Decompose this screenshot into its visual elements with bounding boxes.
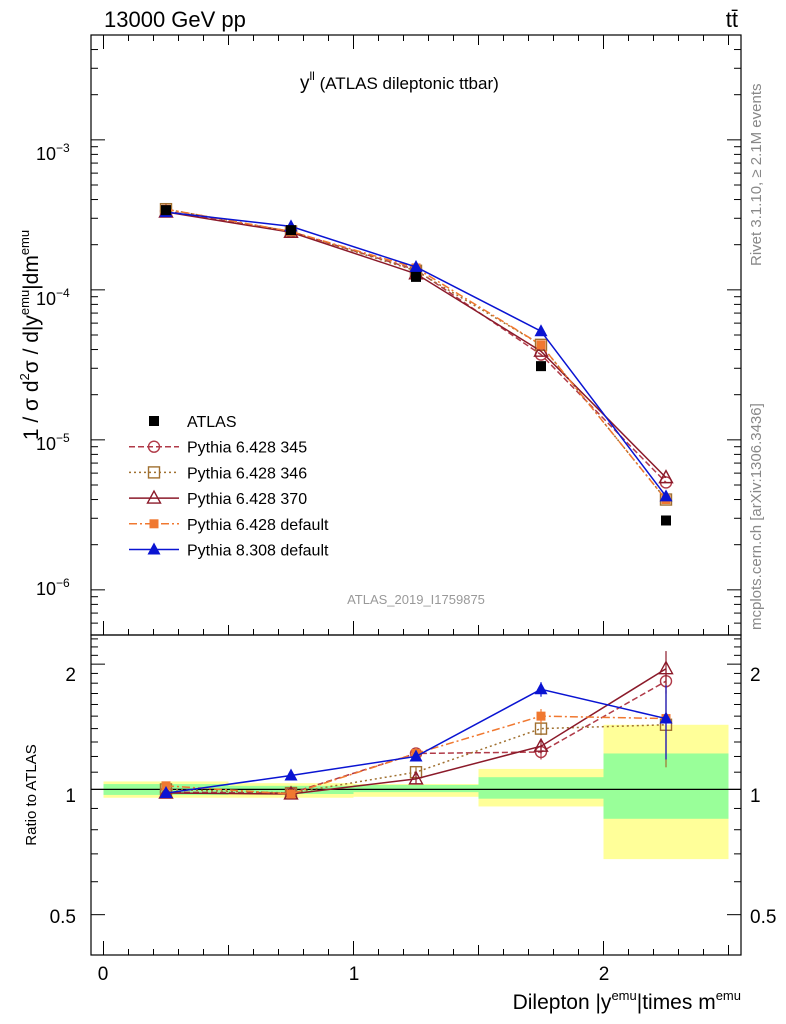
main-series-point: [659, 489, 673, 502]
header-left-label: 13000 GeV pp: [104, 7, 246, 32]
legend-label: Pythia 6.428 345: [187, 440, 307, 457]
legend-marker: [149, 416, 159, 426]
analysis-id-label: ATLAS_2019_I1759875: [347, 592, 485, 607]
legend-marker: [146, 489, 162, 504]
main-ytick-label: 10−3: [36, 141, 70, 164]
legend-entry: Pythia 6.428 345: [129, 440, 307, 457]
ratio-series-point: [159, 786, 173, 799]
main-ytick-label: 10−5: [36, 431, 70, 454]
main-series-point: [534, 324, 548, 337]
xaxis-label: Dilepton |yemu|times memu: [513, 988, 741, 1014]
legend-label: Pythia 6.428 default: [187, 517, 329, 534]
main-ytick-label: 10−4: [36, 286, 70, 309]
ratio-band-inner: [353, 784, 479, 793]
ratio-series-point: [659, 711, 673, 724]
legend-label: ATLAS: [187, 414, 237, 431]
atlas-data-point: [286, 225, 296, 236]
main-series-point: [658, 469, 674, 484]
ratio-series-point: [534, 682, 548, 695]
legend-marker: [147, 440, 161, 453]
main-ylabel: 1 / σ d2σ / d|yemu|dmemu: [17, 230, 43, 440]
ratio-series: [158, 651, 674, 800]
xtick-label: 2: [599, 964, 610, 985]
ratio-series-point: [409, 749, 423, 762]
ratio-series-point: [408, 770, 424, 785]
ratio-panel-frame: [90, 634, 742, 956]
header-right-label: tt̄: [726, 7, 738, 32]
legend-label: Pythia 6.428 346: [187, 465, 307, 482]
ratio-series-point: [658, 660, 674, 675]
atlas-data-points: [161, 205, 671, 526]
ratio-series-point: [284, 768, 298, 781]
legend-entry: Pythia 8.308 default: [129, 542, 329, 560]
legend-entry: ATLAS: [149, 414, 237, 431]
ratio-ytick-label-right: 2: [750, 665, 761, 686]
legend-entry: Pythia 6.428 346: [129, 465, 307, 482]
main-ytick-labels: 10−3 10−4 10−5 10−6: [36, 141, 70, 599]
legend-entry: Pythia 6.428 default: [129, 517, 329, 534]
legend: ATLAS Pythia 6.428 345 Pythia 6.428 346 Pyt…: [129, 414, 329, 560]
legend-marker: [147, 542, 161, 555]
main-series-point: [409, 260, 423, 273]
ratio-series-group: [159, 682, 673, 799]
main-series: [158, 202, 674, 526]
ratio-ytick-label: 1: [65, 786, 76, 807]
ratio-series-point: [161, 781, 171, 791]
ratio-ytick-label-right: 0.5: [750, 907, 776, 928]
atlas-data-point: [411, 271, 421, 282]
axis-ticks: [91, 34, 741, 956]
ratio-ytick-label: 0.5: [50, 907, 76, 928]
legend-label: Pythia 6.428 370: [187, 491, 307, 508]
main-panel-title: yll (ATLAS dileptonic ttbar): [300, 69, 499, 94]
main-series-point: [533, 342, 549, 357]
ratio-series-point: [533, 737, 549, 752]
main-ytick-label: 10−6: [36, 576, 70, 599]
legend-entry: Pythia 6.428 370: [129, 489, 307, 508]
mcplots-label: mcplots.cern.ch [arXiv:1306.3436]: [748, 403, 765, 630]
atlas-data-point: [536, 361, 546, 372]
ratio-series-point: [536, 711, 546, 721]
ratio-ytick-label-right: 1: [750, 786, 761, 807]
ratio-series-group: [158, 651, 674, 800]
legend-label: Pythia 8.308 default: [187, 543, 329, 560]
atlas-data-point: [161, 205, 171, 216]
ratio-ylabel: Ratio to ATLAS: [23, 744, 40, 845]
main-series-point: [536, 340, 546, 350]
atlas-data-point: [661, 515, 671, 526]
legend-marker: [149, 519, 159, 529]
ratio-band-inner: [478, 777, 604, 799]
xtick-label: 1: [349, 964, 360, 985]
xtick-label: 0: [98, 964, 109, 985]
ratio-ytick-label: 2: [65, 665, 76, 686]
rivet-version-label: Rivet 3.1.10, ≥ 2.1M events: [748, 84, 765, 267]
legend-marker: [147, 466, 161, 479]
ratio-series-point: [286, 789, 296, 799]
